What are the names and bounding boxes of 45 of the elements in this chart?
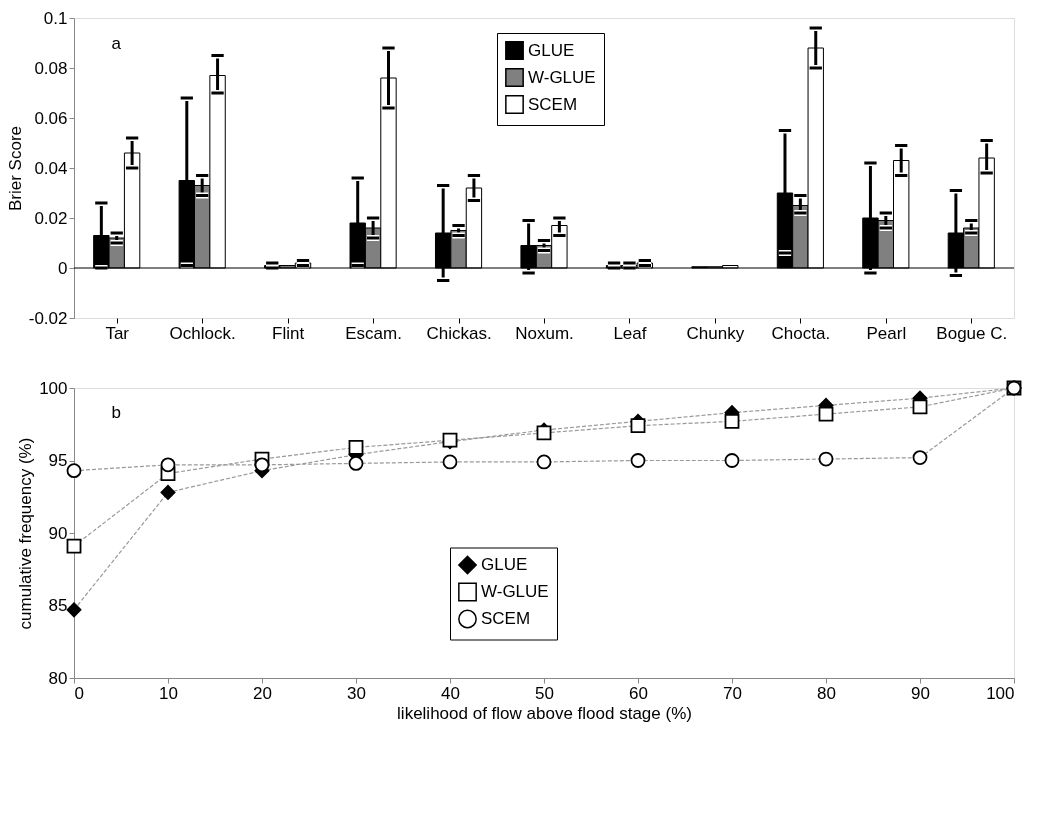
legend-label: W-GLUE [481, 582, 549, 601]
x-tick-label: 40 [441, 683, 460, 703]
x-tick-label: Pearl [866, 323, 907, 343]
y-axis-title: Brier Score [5, 125, 25, 212]
x-tick-label: Bogue C. [936, 323, 1008, 343]
x-tick-label: Chickas. [426, 323, 492, 343]
y-tick-label: 100 [39, 378, 68, 398]
x-tick-label: Leaf [613, 323, 647, 343]
y-tick-label: 0.04 [34, 158, 68, 178]
y-tick-label: 90 [48, 523, 68, 543]
y-tick-label: 0.1 [43, 8, 68, 28]
y-tick-label: 85 [48, 596, 68, 615]
y-tick-label: 80 [48, 668, 68, 688]
x-tick-label: Flint [272, 323, 305, 343]
x-tick-label: 60 [629, 683, 648, 703]
annotation: a [111, 34, 122, 53]
x-tick-label: 80 [817, 683, 836, 703]
y-tick-label: 0.06 [34, 108, 68, 128]
x-tick-label: Chunky [686, 323, 745, 343]
x-tick-label: Tar [105, 323, 130, 343]
x-tick-label: 100 [986, 683, 1015, 703]
y-tick-label: -0.02 [28, 308, 68, 328]
x-tick-label: 20 [253, 683, 272, 703]
y-tick-label: 0.08 [34, 58, 68, 78]
x-tick-label: 10 [159, 683, 178, 703]
y-axis-title: cumulative frequency (%) [16, 437, 36, 630]
y-tick-label: 0.02 [34, 208, 68, 228]
x-tick-label: Ochlock. [169, 323, 236, 343]
legend-label: SCEM [528, 94, 578, 114]
legend-label: GLUE [528, 40, 575, 60]
x-tick-label: 30 [347, 683, 366, 703]
x-tick-label: Chocta. [771, 323, 831, 343]
x-axis-title: likelihood of flow above flood stage (%) [397, 703, 692, 723]
y-tick-label: 0 [58, 258, 68, 278]
x-tick-label: 0 [74, 683, 84, 703]
y-tick-label: 95 [48, 451, 68, 470]
x-tick-label: 90 [911, 683, 930, 703]
legend-label: SCEM [481, 609, 531, 628]
x-tick-label: 50 [535, 683, 554, 703]
legend-label: GLUE [481, 555, 528, 574]
x-tick-label: Escam. [345, 323, 402, 343]
x-tick-label: 70 [723, 683, 742, 703]
annotation: b [111, 403, 122, 423]
legend-label: W-GLUE [528, 67, 596, 87]
x-tick-label: Noxum. [515, 323, 574, 343]
